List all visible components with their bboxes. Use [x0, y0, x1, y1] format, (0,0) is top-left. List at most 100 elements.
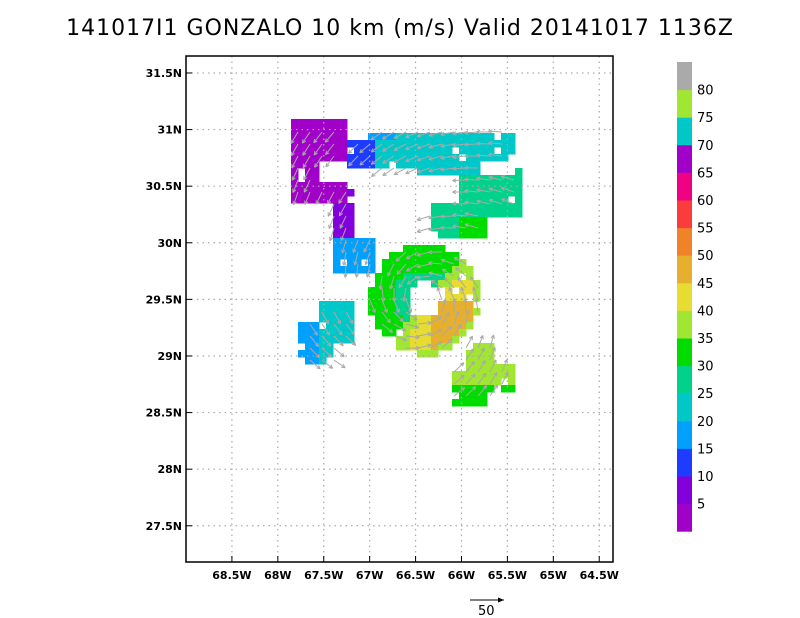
wind-speed-cell — [354, 259, 362, 267]
wind-speed-cell — [403, 245, 411, 253]
wind-speed-cell — [424, 259, 432, 267]
wind-vector — [369, 299, 376, 313]
wind-speed-cell — [438, 329, 446, 337]
wind-speed-cell — [431, 315, 439, 323]
wind-vector — [429, 341, 443, 349]
wind-speed-cell — [298, 161, 306, 169]
wind-speed-cell — [466, 357, 474, 365]
wind-speed-cell — [480, 357, 488, 365]
wind-vector-head — [464, 188, 469, 194]
wind-speed-cell — [501, 371, 509, 379]
y-tick-label: 31N — [157, 124, 182, 137]
wind-vector — [370, 143, 383, 153]
wind-speed-cell — [445, 210, 453, 218]
wind-vector-head — [327, 212, 332, 217]
wind-speed-cell — [396, 294, 404, 302]
wind-speed-cell — [487, 350, 495, 358]
wind-speed-cell — [319, 196, 327, 204]
wind-vector — [452, 202, 467, 205]
wind-vector — [465, 361, 475, 373]
wind-vector-head — [405, 146, 410, 151]
wind-speed-cell — [375, 147, 383, 155]
wind-vector-head — [452, 201, 457, 206]
wind-speed-cell — [431, 210, 439, 218]
wind-vector — [333, 311, 342, 325]
wind-speed-cell — [347, 189, 355, 197]
wind-speed-cell — [326, 308, 334, 316]
wind-speed-cell — [368, 308, 376, 316]
wind-vector — [354, 251, 359, 266]
wind-speed-cell — [403, 287, 411, 295]
wind-vector-head — [440, 155, 445, 160]
wind-vector — [475, 298, 479, 313]
wind-speed-cell — [347, 154, 355, 162]
wind-vector — [348, 155, 359, 167]
wind-vector — [464, 223, 479, 229]
map-title: 141017I1 GONZALO 10 km (m/s) Valid 20141… — [66, 16, 734, 41]
wind-vector — [470, 276, 479, 289]
wind-vector — [364, 251, 371, 265]
wind-speed-cell — [403, 273, 411, 281]
wind-vector — [428, 227, 443, 231]
wind-vector-head — [401, 327, 407, 332]
wind-speed-cell — [333, 252, 341, 260]
wind-speed-cell — [494, 364, 502, 372]
wind-speed-cell — [312, 343, 320, 351]
wind-vector-head — [453, 257, 459, 262]
wind-speed-cell — [515, 168, 523, 176]
wind-vector-head — [395, 257, 401, 262]
wind-speed-cell — [333, 336, 341, 344]
wind-vector — [417, 344, 432, 349]
wind-speed-cell — [305, 161, 313, 169]
wind-vector-head — [315, 353, 320, 359]
wind-vector-head — [428, 271, 433, 276]
wind-speed-cell — [375, 280, 383, 288]
wind-speed-cell — [368, 252, 376, 260]
wind-vector — [416, 251, 431, 256]
wind-speed-cell — [333, 315, 341, 323]
wind-speed-cell — [438, 266, 446, 274]
wind-speed-cell — [459, 175, 467, 183]
wind-vector — [441, 338, 453, 349]
wind-vector-head — [471, 373, 476, 379]
wind-vector — [327, 203, 335, 217]
wind-speed-cell — [438, 336, 446, 344]
wind-vector — [403, 287, 407, 302]
wind-speed-cell — [312, 175, 320, 183]
wind-vector-head — [382, 171, 387, 177]
wind-vector — [465, 348, 475, 361]
wind-speed-cell — [291, 126, 299, 134]
wind-speed-cell — [494, 210, 502, 218]
wind-speed-cell — [508, 189, 516, 197]
wind-speed-cell — [424, 322, 432, 330]
wind-speed-cell — [333, 231, 341, 239]
wind-speed-cell — [340, 119, 348, 127]
wind-vector — [291, 155, 299, 169]
wind-vector-head — [352, 248, 357, 254]
wind-speed-cell — [333, 329, 341, 337]
reference-vector: 50 — [470, 597, 504, 618]
wind-speed-cell — [431, 203, 439, 211]
wind-speed-cell — [312, 182, 320, 190]
wind-vector-head — [491, 347, 496, 352]
wind-vector-head — [393, 146, 399, 151]
wind-speed-cell — [431, 224, 439, 232]
wind-speed-cell — [487, 133, 495, 141]
wind-speed-cell — [508, 203, 516, 211]
wind-speed-cell — [319, 301, 327, 309]
wind-vector-head — [464, 130, 469, 135]
wind-vector-head — [313, 331, 318, 336]
wind-vector-head — [416, 133, 422, 138]
wind-vector — [440, 143, 455, 147]
wind-vector-head — [492, 359, 497, 364]
wind-speed-cell — [459, 399, 467, 407]
wind-speed-cell — [445, 294, 453, 302]
wind-speed-cell — [431, 252, 439, 260]
wind-speed-cell — [333, 119, 341, 127]
wind-vector — [329, 227, 335, 242]
wind-vector — [339, 215, 347, 229]
wind-speed-cell — [312, 119, 320, 127]
wind-vector-head — [416, 157, 422, 162]
wind-vector — [417, 131, 431, 137]
wind-speed-cell — [368, 161, 376, 169]
